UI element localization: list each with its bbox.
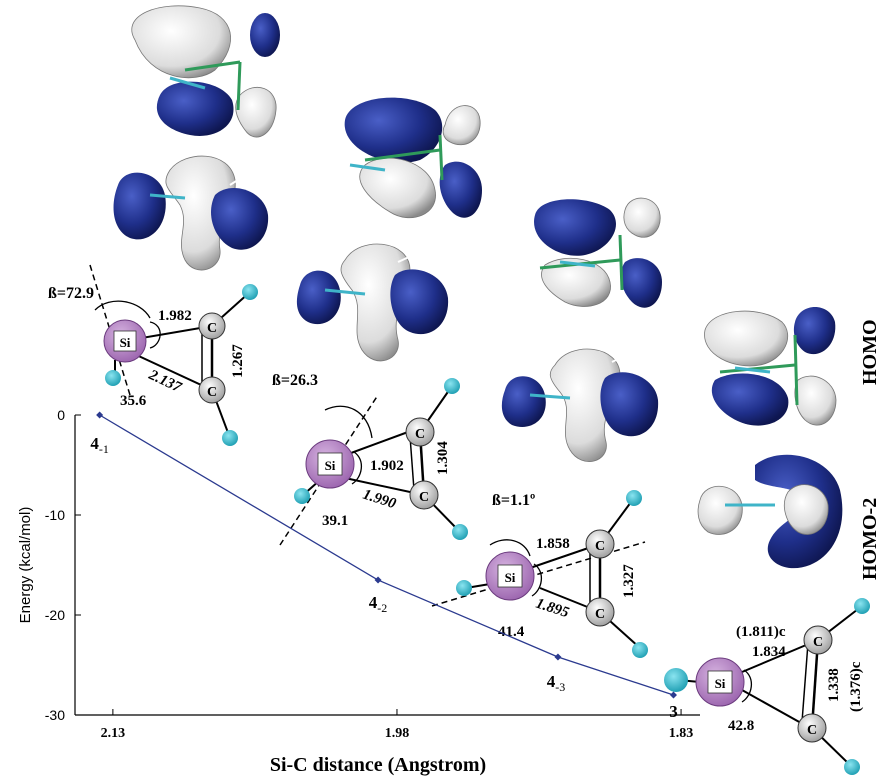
svg-text:C: C xyxy=(419,490,429,505)
angle-2: 39.1 xyxy=(322,513,348,529)
orbital-homo-3 xyxy=(534,197,662,308)
y-tick-label: -30 xyxy=(45,707,65,723)
data-point xyxy=(554,653,562,661)
cc-3: 1.327 xyxy=(621,564,637,598)
cc-2: 1.304 xyxy=(435,441,451,475)
y-tick-label: -20 xyxy=(45,607,65,623)
svg-text:C: C xyxy=(415,427,425,442)
orbital-homo-4 xyxy=(704,307,837,426)
sic-long-1: 2.137 xyxy=(145,367,184,396)
angle-1: 35.6 xyxy=(120,393,147,409)
svg-text:C: C xyxy=(595,607,605,622)
x-tick-label: 1.83 xyxy=(669,726,694,741)
x-tick-label: 2.13 xyxy=(101,726,126,741)
svg-text:Si: Si xyxy=(715,676,726,691)
structure-4: Si C C (1.811)c 1.834 1.338 (1.376)c 42.… xyxy=(664,598,870,775)
y-tick-label: 0 xyxy=(57,407,65,423)
series-line xyxy=(99,414,674,696)
structure-1: Si C C ß=72.9 1.982 2.137 1.267 35.6 xyxy=(48,264,258,446)
structure-3: Si C C ß=1.1º 1.858 1.895 1.327 41.4 xyxy=(431,490,648,658)
sic-note-4: (1.811)c xyxy=(736,624,786,640)
orbital-homo-2 xyxy=(344,97,482,219)
structure-2: Si C C ß=26.3 1.902 1.990 1.304 39.1 xyxy=(272,372,468,546)
svg-text:C: C xyxy=(813,635,823,650)
data-point xyxy=(669,691,677,699)
svg-text:C: C xyxy=(595,539,605,554)
x-ticks: 2.13 1.98 1.83 xyxy=(101,709,694,741)
svg-text:C: C xyxy=(207,321,217,336)
svg-text:Si: Si xyxy=(120,335,131,350)
data-point xyxy=(374,576,382,584)
orbital-label-homo2: HOMO-2 xyxy=(859,498,881,580)
orbital-homo2-4 xyxy=(697,454,843,569)
data-point xyxy=(96,411,104,419)
point-label-sub: -3 xyxy=(555,680,565,694)
point-label-main: 4 xyxy=(369,593,378,612)
angle-4: 42.8 xyxy=(728,718,754,734)
cc-1: 1.267 xyxy=(230,344,246,378)
x-tick-label: 1.98 xyxy=(385,726,410,741)
sic-short-4: 1.834 xyxy=(752,644,786,660)
point-label: 3 xyxy=(669,702,678,721)
x-axis-label: Si-C distance (Angstrom) xyxy=(270,754,486,776)
y-axis-label: Energy (kcal/mol) xyxy=(17,507,34,624)
angle-3: 41.4 xyxy=(498,624,525,640)
point-label-sub: -2 xyxy=(377,601,387,615)
beta-2: ß=26.3 xyxy=(272,372,318,389)
svg-text:C: C xyxy=(207,385,217,400)
sic-long-2: 1.990 xyxy=(361,487,399,513)
point-label-sub: -1 xyxy=(99,442,109,456)
y-tick-label: -10 xyxy=(45,507,65,523)
svg-text:Si: Si xyxy=(325,458,336,473)
svg-text:Si: Si xyxy=(505,570,516,585)
beta-3: ß=1.1º xyxy=(492,492,535,509)
cc-note-4: (1.376)c xyxy=(848,661,864,712)
orbital-label-homo: HOMO xyxy=(859,319,881,385)
sic-short-3: 1.858 xyxy=(536,536,570,552)
orbital-homo2-2 xyxy=(296,243,449,362)
orbital-homo2-3 xyxy=(501,348,659,462)
sic-short-1: 1.982 xyxy=(158,308,192,324)
point-label: 4-2 xyxy=(369,593,388,615)
orbital-homo-1 xyxy=(131,5,280,138)
point-label-main: 4 xyxy=(547,672,556,691)
sic-short-2: 1.902 xyxy=(370,458,404,474)
orbital-homo2-1 xyxy=(113,155,269,271)
point-labels: 4-14-24-33 xyxy=(90,434,677,721)
sic-long-3: 1.895 xyxy=(534,596,572,622)
y-ticks: 0 -10 -20 -30 xyxy=(45,407,81,723)
point-label-main: 3 xyxy=(669,702,678,721)
beta-1: ß=72.9 xyxy=(48,285,94,302)
point-label: 4-1 xyxy=(90,434,109,456)
cc-4: 1.338 xyxy=(826,668,842,702)
energy-chart: 0-10-20-30 2.13 1.98 1.83 4-14-24-33 Energ… xyxy=(17,407,700,776)
point-label: 4-3 xyxy=(547,672,566,694)
point-label-main: 4 xyxy=(90,434,99,453)
svg-text:C: C xyxy=(807,723,817,738)
series-points xyxy=(96,411,677,699)
